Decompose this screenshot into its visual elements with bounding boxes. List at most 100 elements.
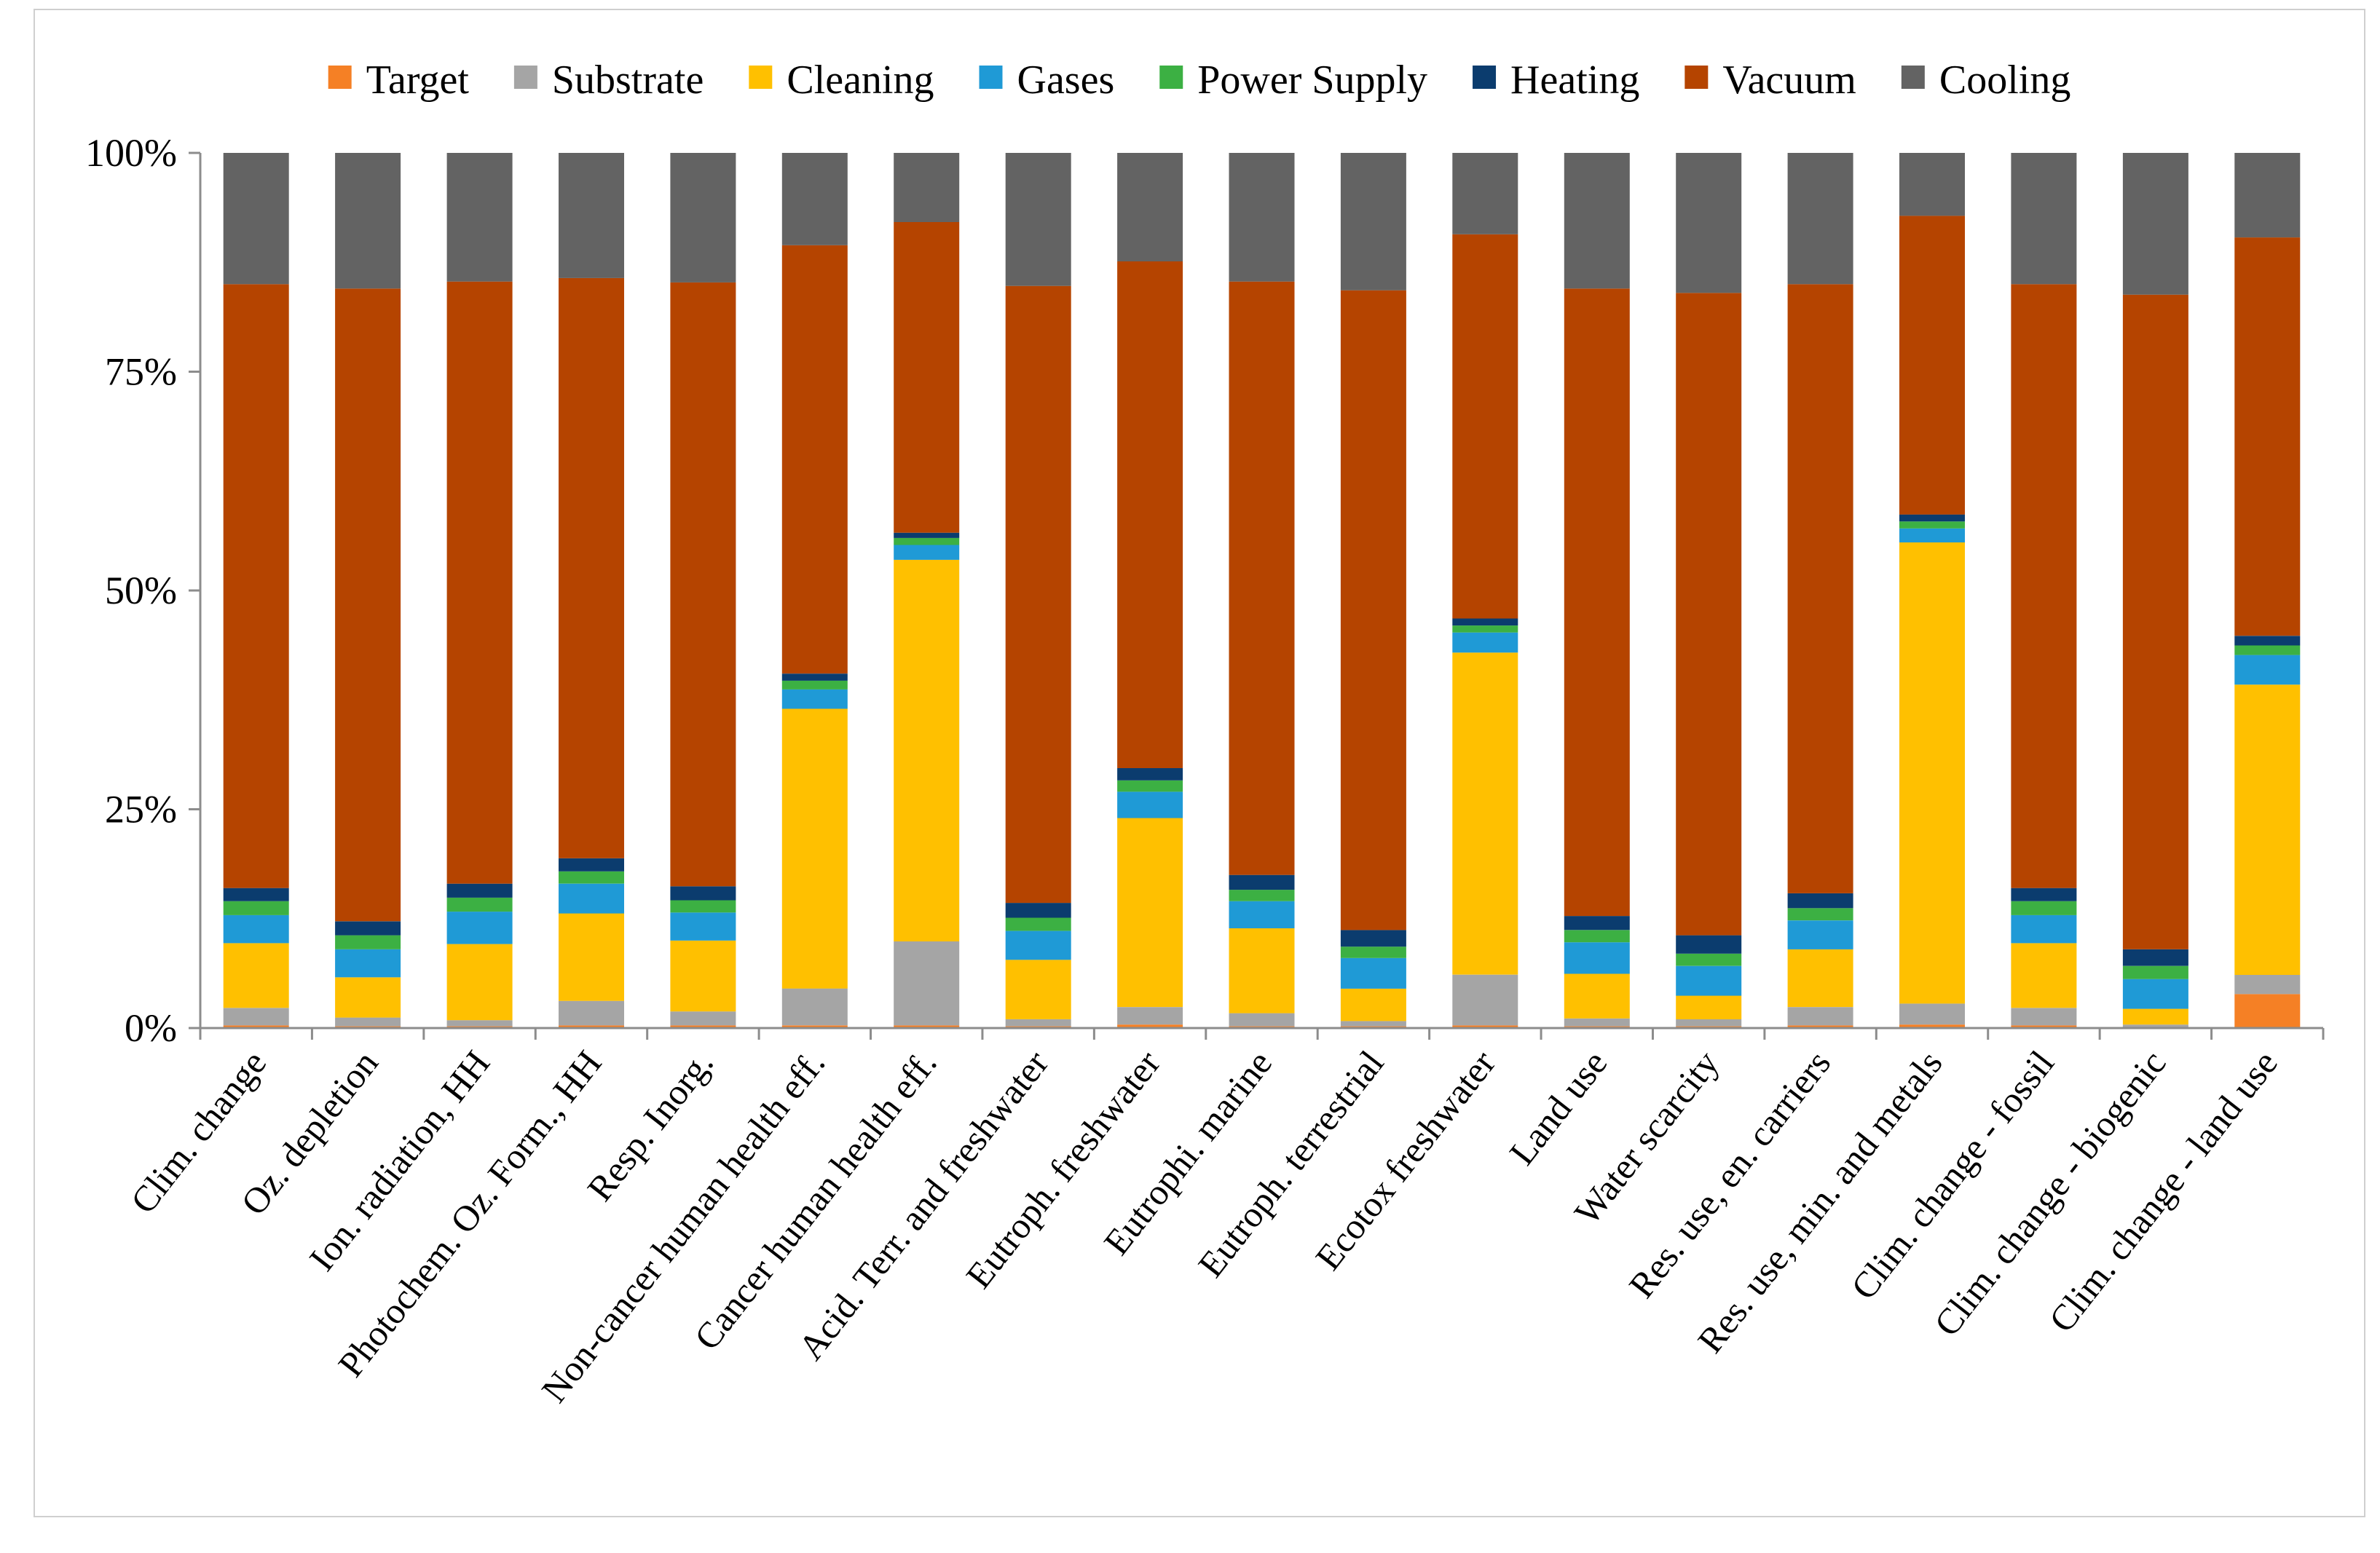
bar-group-clim-change-land-use <box>2234 153 2301 1028</box>
bar-segment-vacuum <box>1229 281 1295 875</box>
bar-group-clim-change-biogenic <box>2122 153 2188 1028</box>
y-tick-label: 100% <box>85 131 177 175</box>
bar-segment-vacuum <box>2011 284 2077 888</box>
bar-segment-cleaning <box>894 559 960 941</box>
bar-segment-target <box>559 1025 624 1028</box>
bar-segment-heating <box>894 532 960 538</box>
bar-segment-heating <box>559 858 624 872</box>
bar-segment-substrate <box>1676 1019 1742 1027</box>
bar-segment-cooling <box>1005 153 1071 286</box>
bar-segment-vacuum <box>781 245 848 674</box>
bar-group-resp-inorg <box>670 153 736 1028</box>
bar-segment-power-supply <box>1899 521 1965 529</box>
bar-segment-cooling <box>781 153 848 245</box>
x-tick-label: Res. use, en. carriers <box>1620 1043 1838 1305</box>
bar-segment-cleaning <box>335 977 401 1018</box>
bar-group-clim-change <box>223 153 289 1028</box>
legend-item-substrate: Substrate <box>513 58 704 103</box>
bar-segment-vacuum <box>2122 294 2188 949</box>
bar-segment-heating <box>1787 893 1853 909</box>
bar-segment-power-supply <box>2122 965 2188 979</box>
bar-segment-power-supply <box>781 680 848 689</box>
bar-segment-target <box>1452 1025 1518 1028</box>
legend-label: Substrate <box>552 58 704 103</box>
bar-segment-vacuum <box>559 277 624 858</box>
bar-group-non-cancer-human-health-eff <box>781 153 848 1028</box>
y-tick-label: 50% <box>105 569 177 612</box>
bar-segment-substrate <box>1229 1013 1295 1027</box>
bar-segment-gases <box>2122 979 2188 1009</box>
bar-segment-substrate <box>1117 1007 1183 1025</box>
legend-item-cleaning: Cleaning <box>749 58 934 103</box>
legend-swatch <box>1901 66 1925 89</box>
bar-segment-vacuum <box>1452 234 1518 619</box>
bar-group-eutroph-terrestrial <box>1340 153 1406 1028</box>
legend-item-cooling: Cooling <box>1901 58 2070 103</box>
bar-segment-power-supply <box>559 871 624 884</box>
bar-segment-vacuum <box>1787 284 1853 893</box>
legend-label: Target <box>366 58 470 103</box>
bar-segment-vacuum <box>2234 237 2301 636</box>
bar-group-acid-terr-and-freshwater <box>1005 153 1071 1028</box>
bar-segment-gases <box>1229 901 1295 928</box>
bar-segment-heating <box>1564 916 1630 930</box>
bar-segment-gases <box>335 949 401 978</box>
bar-segment-target <box>2011 1025 2077 1028</box>
bar-segment-power-supply <box>894 537 960 545</box>
bar-segment-cleaning <box>1340 988 1406 1021</box>
bar-segment-cleaning <box>670 940 736 1012</box>
bar-segment-gases <box>1005 930 1071 960</box>
bar-segment-gases <box>559 883 624 914</box>
bar-segment-substrate <box>559 1000 624 1026</box>
bar-segment-heating <box>223 888 289 901</box>
bar-group-oz-depletion <box>335 153 401 1028</box>
bar-segment-cooling <box>559 153 624 278</box>
bar-segment-gases <box>1787 920 1853 949</box>
bar-segment-substrate <box>1340 1021 1406 1027</box>
bar-segment-heating <box>670 886 736 901</box>
legend-item-gases: Gases <box>979 58 1114 103</box>
bar-segment-cooling <box>1117 153 1183 261</box>
legend-item-vacuum: Vacuum <box>1684 58 1856 103</box>
bar-segment-cooling <box>1452 153 1518 234</box>
bar-segment-power-supply <box>223 901 289 915</box>
bar-segment-power-supply <box>1676 953 1742 966</box>
y-tick-label: 25% <box>105 788 177 831</box>
bar-segment-power-supply <box>670 900 736 913</box>
bar-segment-vacuum <box>1899 216 1965 515</box>
legend-swatch <box>513 66 537 89</box>
bar-segment-substrate <box>2011 1008 2077 1026</box>
bar-segment-heating <box>1676 935 1742 954</box>
bar-segment-heating <box>335 921 401 936</box>
x-tick-label: Land use <box>1501 1043 1615 1172</box>
bar-segment-substrate <box>1564 1018 1630 1027</box>
bar-group-clim-change-fossil <box>2011 153 2077 1028</box>
bar-group-res-use-en-carriers <box>1787 153 1853 1028</box>
bar-segment-vacuum <box>670 282 736 887</box>
bar-segment-power-supply <box>1005 917 1071 931</box>
legend-swatch <box>979 66 1003 89</box>
bar-segment-cooling <box>2122 153 2188 295</box>
bar-segment-gases <box>1899 528 1965 542</box>
legend-swatch <box>1473 66 1497 89</box>
bar-group-cancer-human-health-eff <box>894 153 960 1028</box>
bar-segment-cooling <box>1899 153 1965 216</box>
bar-segment-gases <box>1117 791 1183 818</box>
bar-segment-cleaning <box>1229 928 1295 1013</box>
legend-swatch <box>328 66 352 89</box>
bar-segment-power-supply <box>2011 901 2077 915</box>
bar-segment-cooling <box>1787 153 1853 285</box>
bar-segment-target <box>223 1025 289 1028</box>
bar-segment-substrate <box>2122 1024 2188 1027</box>
bar-segment-cleaning <box>1676 995 1742 1019</box>
bar-segment-vacuum <box>894 222 960 533</box>
bar-group-eutrophi-marine <box>1229 153 1295 1028</box>
bar-segment-gases <box>446 912 513 944</box>
legend-item-power-supply: Power Supply <box>1159 58 1427 103</box>
legend-label: Cleaning <box>787 58 934 103</box>
bar-segment-substrate <box>2234 975 2301 995</box>
bar-group-res-use-min-and-metals <box>1899 153 1965 1028</box>
legend-label: Power Supply <box>1197 58 1427 103</box>
bar-segment-substrate <box>1452 974 1518 1026</box>
chart-frame <box>34 9 2365 1517</box>
